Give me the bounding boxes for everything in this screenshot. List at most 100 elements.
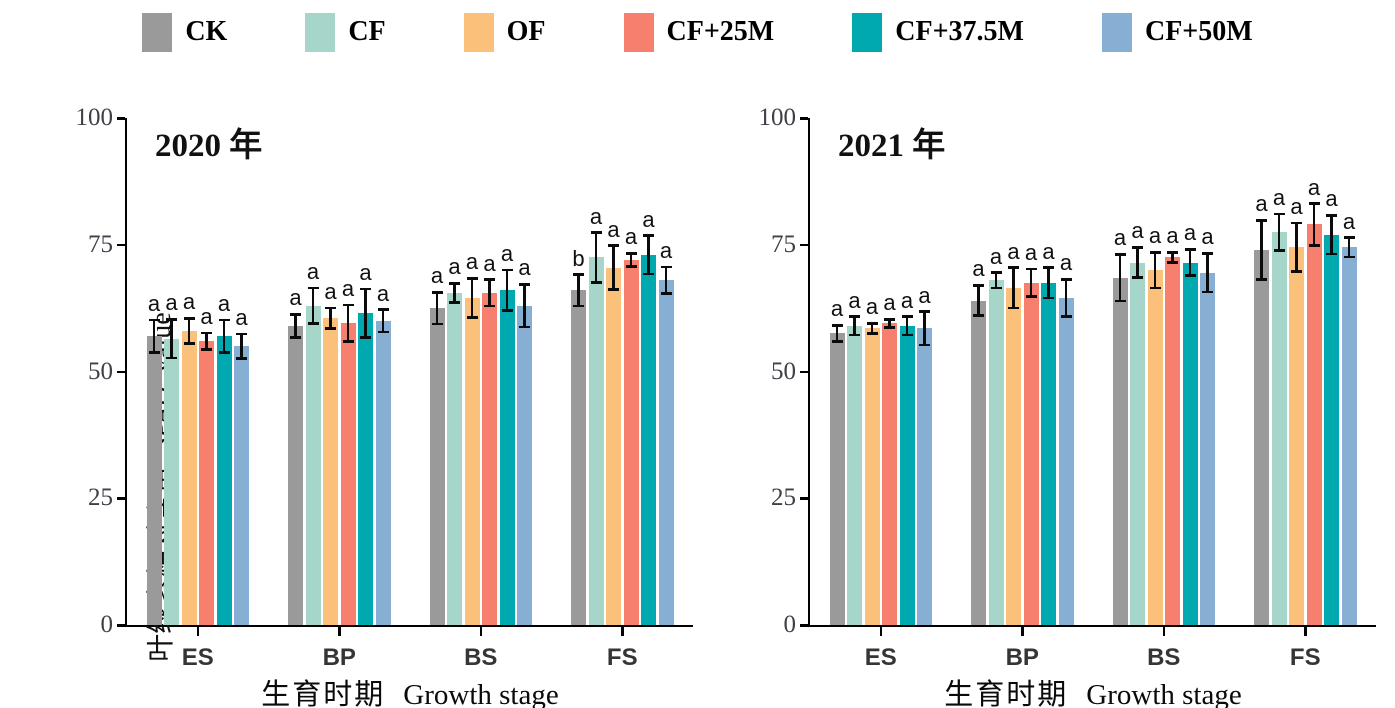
error-bar-cap — [590, 280, 602, 284]
bar-OF-ES — [864, 328, 880, 625]
error-bar-cap — [342, 303, 354, 307]
error-bar-cap — [901, 315, 913, 319]
error-bar-cap — [501, 309, 513, 312]
error-bar-cap — [431, 291, 443, 294]
error-bar-cap — [484, 278, 495, 282]
bar-OF-BP — [1006, 287, 1021, 625]
error-bar-OF-BS — [470, 278, 474, 318]
error-bar-CF-ES — [853, 316, 856, 335]
error-bar-cap — [1291, 221, 1302, 225]
error-bar-cap — [218, 350, 230, 354]
error-bar-CF+37.5M-BS — [505, 270, 509, 311]
error-bar-OF-FS — [1295, 222, 1298, 272]
bar-CF+25M-FS — [1306, 224, 1322, 625]
bar-OF-BP — [323, 318, 338, 625]
bar-CF-ES — [847, 325, 862, 625]
significance-letter-CF+25M-BP: a — [341, 276, 355, 302]
x-tick-mark — [621, 627, 624, 636]
error-bar-cap — [360, 287, 371, 291]
bar-CF+50M-BP — [1058, 298, 1074, 625]
error-bar-cap — [1043, 266, 1054, 269]
significance-letter-CF+37.5M-BP: a — [1042, 238, 1055, 264]
bar-CF-BP — [305, 305, 321, 625]
error-bar-cap — [1149, 251, 1161, 254]
bar-CK-FS — [571, 290, 586, 625]
bar-CF+37.5M-BP — [358, 313, 373, 625]
error-bar-cap — [1273, 249, 1285, 252]
bar-CF+37.5M-BS — [499, 290, 515, 625]
error-bar-CK-FS — [577, 274, 580, 307]
significance-letter-CF-BS: a — [1131, 218, 1144, 244]
error-bar-cap — [1202, 290, 1213, 294]
bar-CF+50M-FS — [1341, 247, 1357, 625]
error-bar-CF+25M-ES — [205, 332, 208, 350]
bar-CF+37.5M-ES — [216, 336, 232, 625]
x-axis-title-zh: 生育时期 — [261, 679, 386, 708]
y-tick-mark — [800, 370, 808, 373]
error-bar-cap — [307, 322, 319, 325]
error-bar-OF-BP — [329, 308, 332, 329]
error-bar-CF+37.5M-ES — [222, 319, 226, 353]
bar-CF-FS — [1271, 232, 1287, 625]
y-tick-mark — [117, 497, 125, 500]
error-bar-cap — [573, 273, 584, 276]
error-bar-cap — [377, 330, 389, 334]
error-bar-CF+37.5M-FS — [647, 235, 650, 275]
significance-letter-CF+50M-FS: a — [1342, 208, 1356, 234]
error-bar-cap — [884, 326, 895, 329]
y-tick-mark — [117, 624, 125, 627]
error-bar-cap — [466, 276, 478, 280]
y-tick-label-25: 25 — [771, 484, 796, 512]
significance-letter-OF-BS: a — [465, 249, 479, 275]
error-bar-cap — [973, 284, 984, 287]
significance-letter-CF-BP: a — [989, 243, 1003, 269]
x-category-label-BS: BS — [1147, 644, 1181, 671]
legend-item-CK: CK — [142, 12, 228, 52]
y-tick-mark — [117, 243, 125, 247]
significance-letter-CK-ES: a — [830, 296, 844, 322]
error-bar-CF+25M-FS — [629, 253, 633, 267]
y-tick-mark — [117, 117, 125, 120]
significance-letter-OF-FS: a — [607, 216, 620, 242]
x-axis-title-en: Growth stage — [403, 679, 559, 708]
bar-CF+50M-BS — [1200, 272, 1215, 625]
error-bar-cap — [590, 231, 602, 234]
significance-letter-CF-ES: a — [165, 290, 178, 316]
legend: CK CF OF CF+25M CF+37.5M CF+50M — [0, 6, 1395, 58]
x-axis-title-en: Growth stage — [1086, 679, 1242, 708]
legend-swatch-OF — [463, 12, 494, 52]
legend-item-OF: OF — [463, 12, 546, 52]
error-bar-cap — [1060, 277, 1072, 281]
significance-letter-CF-BS: a — [448, 254, 461, 280]
significance-letter-CF+37.5M-ES: a — [217, 290, 231, 316]
legend-label: CK — [185, 16, 228, 47]
error-bar-cap — [431, 322, 443, 326]
error-bar-CF+37.5M-BP — [1047, 267, 1050, 298]
error-bar-cap — [884, 318, 895, 321]
error-bar-cap — [166, 318, 177, 321]
error-bar-cap — [1008, 306, 1019, 310]
error-bar-cap — [849, 333, 860, 337]
legend-swatch-CF+37.5M — [852, 12, 883, 52]
significance-letter-CK-FS: b — [572, 245, 585, 271]
error-bar-cap — [325, 327, 336, 330]
x-category-label-BS: BS — [464, 644, 498, 671]
legend-label: CF+37.5M — [895, 16, 1024, 47]
y-tick-label-50: 50 — [88, 357, 113, 385]
significance-letter-CF+37.5M-BP: a — [359, 259, 372, 285]
error-bar-CF+25M-ES — [888, 319, 891, 328]
error-bar-CK-ES — [152, 319, 156, 353]
y-tick-label-100: 100 — [75, 104, 114, 131]
error-bar-CK-BS — [435, 292, 439, 324]
y-tick-mark — [800, 117, 808, 120]
significance-letter-CF+25M-ES: a — [200, 303, 213, 329]
legend-label: CF+25M — [666, 16, 775, 47]
y-tick-label-0: 0 — [783, 611, 797, 638]
bar-CK-BS — [1112, 277, 1128, 625]
error-bar-cap — [990, 271, 1002, 274]
bar-CF-BS — [447, 292, 462, 625]
chart-2020: 2020 年 叶绿素相对含量 SPAD value 0 25 50 75 100 ES a a… — [76, 105, 693, 708]
error-bar-CF-BP — [311, 287, 315, 324]
bar-CF+25M-BS — [482, 292, 497, 625]
